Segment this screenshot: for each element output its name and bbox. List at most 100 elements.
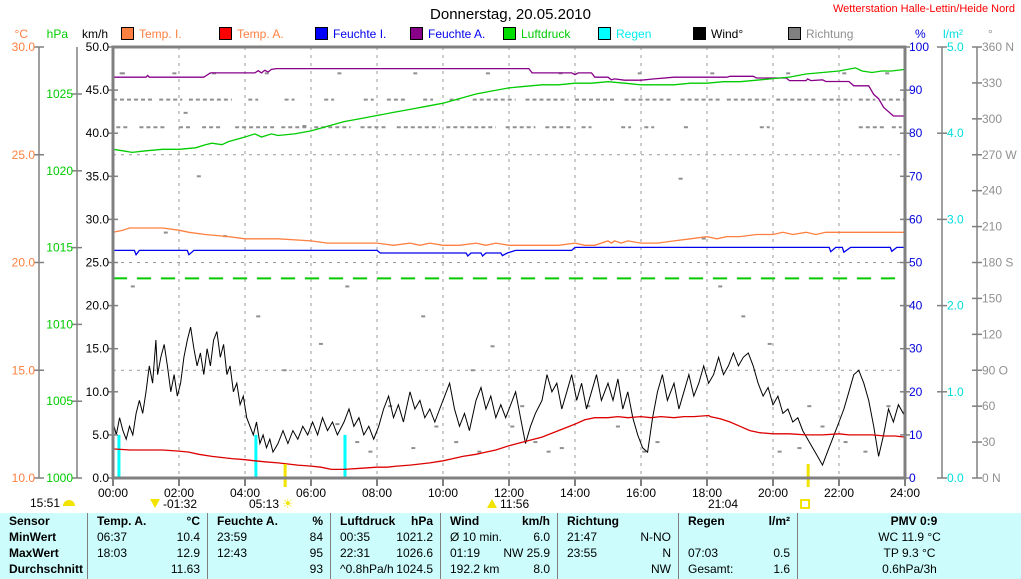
table-column-richtung: Richtung 21:47 N-NO 23:55 N NW: [557, 513, 678, 579]
legend-label: Feuchte I.: [333, 26, 387, 41]
axis-unit-label: °C: [15, 27, 29, 41]
tick-label: 45.0: [86, 83, 110, 97]
column-header: Regen: [688, 514, 725, 528]
page-title: Donnerstag, 20.05.2010: [430, 6, 591, 23]
legend-swatch-icon: [219, 27, 232, 40]
arrow-down-icon: [150, 499, 160, 508]
row-label: MaxWert: [9, 546, 59, 560]
tick-label: 360 N: [982, 40, 1014, 54]
table-cell-value: N-NO: [640, 530, 671, 544]
table-cell-time: 23:59: [217, 530, 248, 544]
tick-label: 50: [909, 256, 923, 270]
tick-label: 1000: [46, 471, 73, 485]
moonset-marker: -01:32: [150, 496, 198, 511]
axis-unit-label: %: [915, 27, 926, 41]
legend-item-7: Wind°: [693, 26, 744, 41]
axis-unit-label: km/h: [82, 27, 108, 41]
table-cell-time: [679, 529, 688, 545]
table-cell-value: 11.63: [170, 562, 200, 576]
legend-swatch-icon: [121, 27, 134, 40]
arrow-up-icon: [487, 499, 497, 508]
column-header: PMV 0:9: [890, 514, 938, 528]
tick-label: 25.0: [12, 148, 36, 162]
x-axis: 00:00 02:00 04:00 06:00 08:00 10:00 12:00 14:00…: [98, 478, 920, 500]
legend-swatch-icon: [410, 27, 423, 40]
legend-label: Temp. I.: [139, 26, 182, 41]
x-tick-label: 18:00: [692, 486, 722, 500]
tick-label: 10.0: [12, 471, 36, 485]
table-cell-value: 10.4: [176, 530, 200, 544]
table-cell-time: ^0.8hPa/h: [340, 562, 394, 576]
table-cell-time: [208, 561, 217, 577]
tick-label: 0 N: [982, 471, 1001, 485]
moonrise-marker: 11:56: [487, 496, 530, 511]
tick-label: 0: [909, 471, 916, 485]
sunset-square-icon: [800, 499, 810, 509]
tick-label: 30: [909, 342, 923, 356]
table-column-feuchte-a-: Feuchte A.% 23:59 84 12:43 95 93: [207, 513, 330, 579]
column-header: Luftdruck: [340, 514, 396, 528]
legend-swatch-icon: [693, 27, 706, 40]
tick-label: 10.0: [86, 385, 110, 399]
column-header: Feuchte A.: [217, 514, 278, 528]
table-cell-time: [558, 561, 567, 577]
rain-bars: [117, 434, 347, 478]
series-Temp. I.: [112, 227, 905, 246]
table-cell-value: 12.9: [176, 546, 200, 560]
moon-dome-icon: [63, 499, 76, 506]
tick-label: 90: [909, 83, 923, 97]
table-cell-value: 1026.6: [396, 546, 433, 560]
tick-label: 30.0: [12, 40, 36, 54]
table-cell-value: 1024.5: [396, 562, 433, 576]
table-cell-value: NW 25.9: [503, 546, 550, 560]
column-unit: hPa: [410, 514, 433, 528]
tick-label: 0.0: [947, 471, 964, 485]
table-cell-value: 8.0: [533, 562, 550, 576]
tick-label: 40: [909, 299, 923, 313]
tick-label: 300: [982, 112, 1002, 126]
legend-label: Wind°: [711, 26, 744, 41]
tick-label: 30.0: [86, 212, 110, 226]
table-cell: WC 11.9 °C: [878, 530, 941, 544]
table-cell-time: 21:47: [567, 530, 598, 544]
tick-label: 20.0: [86, 299, 110, 313]
legend-label: Feuchte A.: [428, 26, 486, 41]
tick-label: 15.0: [12, 363, 36, 377]
sunset-time-label: 21:04: [708, 496, 739, 511]
tick-label: 1010: [46, 317, 73, 331]
tick-label: 1.0: [947, 385, 964, 399]
table-cell-value: N: [662, 546, 671, 560]
tick-label: 1025: [46, 87, 73, 101]
table-cell-value: 84: [309, 530, 323, 544]
moonset-time-label: -01:32: [163, 496, 198, 511]
column-unit: °C: [186, 514, 200, 528]
table-cell-time: 18:03: [97, 546, 128, 560]
tick-label: 100: [909, 40, 929, 54]
tick-label: 210: [982, 220, 1002, 234]
series-Feuchte A.: [113, 67, 905, 117]
x-tick-label: 16:00: [626, 486, 656, 500]
x-tick-label: 14:00: [560, 486, 590, 500]
table-column-pmv-0-9: PMV 0:9 WC 11.9 °C TP 9.3 °C 0.6hPa/3h: [797, 513, 1021, 579]
legend-label: Richtung: [806, 26, 854, 41]
legend-item-2: Temp. A.: [219, 27, 284, 41]
table-cell-time: 22:31: [340, 546, 371, 560]
axis-unit-label: l/m²: [943, 27, 963, 41]
table-cell-time: 12:43: [217, 546, 248, 560]
series-Feuchte I.: [113, 246, 905, 258]
x-tick-label: 24:00: [890, 486, 920, 500]
tick-label: 40.0: [86, 126, 110, 140]
legend-swatch-icon: [598, 27, 611, 40]
sunset-marker: 21:04: [708, 496, 739, 511]
tick-label: 30: [982, 435, 996, 449]
row-label: Durchschnitt: [9, 562, 84, 576]
tick-label: 20.0: [12, 256, 36, 270]
moonrise-time-label: 11:56: [500, 496, 530, 511]
axis-unit-label: °: [988, 27, 993, 41]
tick-label: 35.0: [86, 169, 110, 183]
tick-label: 80: [909, 126, 923, 140]
column-unit: %: [312, 514, 323, 528]
x-tick-label: 12:00: [494, 486, 524, 500]
column-header: Temp. A.: [97, 514, 147, 528]
table-cell-time: 07:03: [688, 546, 719, 560]
